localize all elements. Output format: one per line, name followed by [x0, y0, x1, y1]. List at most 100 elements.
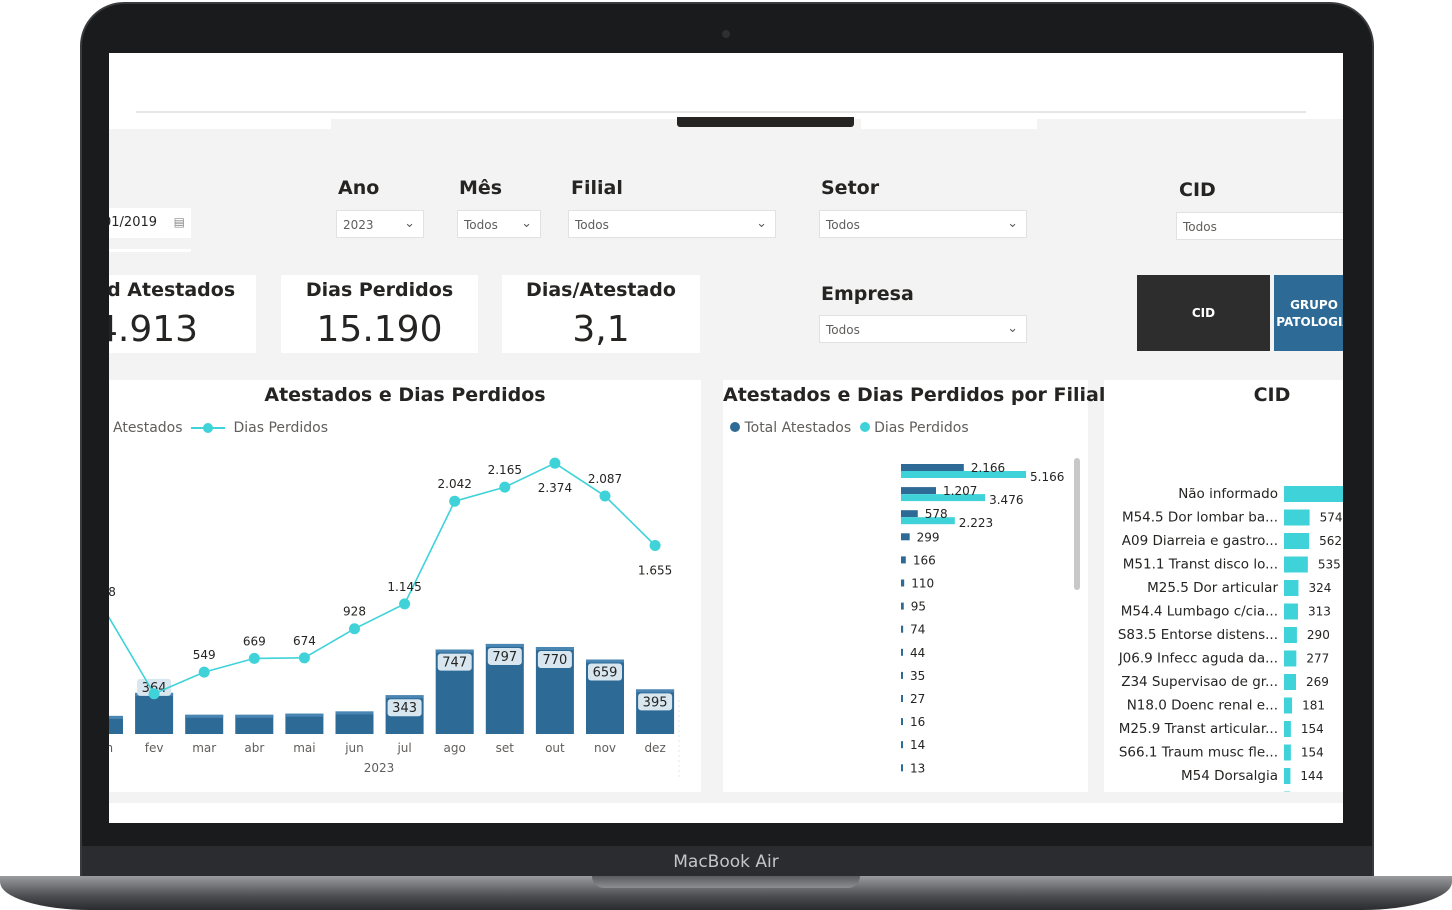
- kpi-title: Qtd Atestados: [109, 279, 236, 301]
- legend-atestados: Atestados: [113, 420, 183, 436]
- kpi-value: 3,1: [572, 309, 630, 350]
- ano-value: 2023: [343, 218, 374, 232]
- footer-strip: [109, 803, 1343, 823]
- empresa-dropdown[interactable]: Todos ⌄: [819, 315, 1027, 343]
- cid-category-label: A09 Diarreia e gastro...: [1122, 533, 1278, 549]
- cid-category-label: M25.5 Dor articular: [1147, 580, 1278, 596]
- cid-value: Todos: [1183, 220, 1217, 234]
- data-label-dias: 5.166: [1030, 470, 1064, 484]
- x-tick-label: fev: [145, 741, 164, 755]
- date-value: 01/2019: [109, 215, 158, 230]
- cid-bar: [1284, 486, 1343, 502]
- line-point: [248, 652, 260, 664]
- line-data-label: 674: [293, 634, 316, 648]
- data-label: 343: [392, 701, 417, 716]
- cid-category-label: M51.1 Transt disco lo...: [1123, 557, 1278, 573]
- cid-bar: [1284, 768, 1291, 784]
- bar-total-atestados: [901, 533, 910, 541]
- cid-value-label: 144: [1300, 769, 1323, 783]
- bar-total-atestados: [901, 510, 918, 518]
- data-label-bg: [437, 653, 472, 671]
- bar-total-atestados: [901, 648, 903, 656]
- bar-atestados: [185, 714, 224, 734]
- cid-bar: [1284, 603, 1298, 620]
- cid-value-label: 277: [1306, 652, 1329, 666]
- x-tick-label: nov: [594, 741, 616, 755]
- line-point: [549, 457, 561, 469]
- bar-top-edge: [485, 643, 524, 647]
- cid-value-label: 290: [1307, 628, 1330, 642]
- cid-value-label: 535: [1318, 558, 1341, 572]
- line-point: [349, 623, 360, 635]
- bar-total-atestados: [901, 625, 904, 633]
- cid-bar: [1284, 580, 1299, 596]
- monthly-chart-svg: jan364fevmarabrmaijun343jul747ago797set7…: [109, 457, 680, 780]
- scrollbar-thumb[interactable]: [1074, 458, 1080, 590]
- filial-chart-svg: 5.166 2.166 3.476 1.207 2.223 578 299 166 110 95 7…: [901, 461, 1064, 775]
- cid-category-label: M54.4 Lumbago c/cia...: [1121, 604, 1278, 620]
- cid-value-label: 181: [1302, 699, 1325, 713]
- page-tab-active[interactable]: [677, 117, 854, 127]
- grupo-line-1: GRUPO: [1290, 298, 1338, 312]
- x-tick-label: jun: [344, 741, 364, 755]
- bar-dias-perdidos: [901, 517, 955, 525]
- legend-total-atestados: Total Atestados: [744, 420, 852, 436]
- page-tab-1[interactable]: [109, 119, 331, 129]
- x-tick-label: mar: [192, 741, 216, 755]
- chart-title: Atestados e Dias Perdidos por Filial: [723, 384, 1106, 406]
- calendar-icon[interactable]: ▤: [173, 215, 185, 229]
- cid-dropdown[interactable]: Todos: [1176, 212, 1343, 240]
- page-tab-3[interactable]: [861, 119, 1037, 129]
- header-divider: [136, 111, 1306, 113]
- line-data-label: 8: [109, 585, 116, 599]
- data-label-atestados: 2.166: [971, 461, 1005, 475]
- laptop-chin: [82, 846, 1372, 880]
- line-data-label: 2.042: [438, 477, 472, 491]
- bar-total-atestados: [901, 579, 905, 587]
- date-slicer[interactable]: 01/2019 ▤: [109, 208, 191, 238]
- bar-top-edge: [586, 659, 624, 663]
- bar-atestados: [335, 711, 374, 734]
- cid-bar: [1284, 509, 1310, 526]
- line-data-label: 928: [343, 605, 366, 619]
- legend-dias-perdidos: Dias Perdidos: [233, 420, 329, 436]
- filial-chart-panel: Atestados e Dias Perdidos por Filial Tot…: [723, 380, 1106, 792]
- bar-top-edge: [235, 714, 274, 718]
- data-label-atestados: 44: [910, 646, 925, 660]
- kpi-value: 15.190: [316, 309, 443, 350]
- cid-category-label: M54 Dorsalgia: [1181, 768, 1278, 784]
- cid-category-label: N18.0 Doenc renal e...: [1127, 698, 1278, 714]
- bar-total-atestados: [901, 764, 903, 772]
- data-label-atestados: 578: [925, 507, 948, 521]
- cid-bar: [1284, 533, 1310, 549]
- cid-category-label: S83.5 Entorse distens...: [1118, 627, 1278, 643]
- kpi-value: 4.913: [109, 309, 199, 350]
- filial-dropdown[interactable]: Todos ⌄: [568, 210, 776, 238]
- cid-category-label: Não informado: [1178, 486, 1278, 502]
- line-point: [399, 598, 411, 610]
- line-point: [298, 652, 310, 664]
- x-tick-label: out: [545, 741, 565, 755]
- chart-title: Atestados e Dias Perdidos: [264, 384, 546, 406]
- setor-dropdown[interactable]: Todos ⌄: [819, 210, 1027, 238]
- bar-dias-perdidos: [901, 494, 986, 502]
- laptop-brand-label: MacBook Air: [673, 852, 779, 872]
- line-point: [198, 666, 210, 678]
- legend-dias-perdidos: Dias Perdidos: [874, 420, 969, 436]
- cid-bar: [1284, 697, 1293, 714]
- cid-bar: [1284, 556, 1308, 573]
- x-tick-label: abr: [244, 741, 264, 755]
- cid-value-label: 154: [1301, 722, 1324, 736]
- cid-category-label: S66.1 Traum musc fle...: [1119, 745, 1278, 761]
- mes-dropdown[interactable]: Todos ⌄: [457, 210, 541, 238]
- kpi-card-atestados: Qtd Atestados 4.913: [109, 275, 256, 353]
- bar-atestados: [135, 692, 174, 734]
- legend-dot-light: [859, 422, 870, 432]
- data-label: 770: [542, 653, 567, 668]
- cid-category-label: Z34 Supervisao de gr...: [1121, 674, 1278, 690]
- ano-dropdown[interactable]: 2023 ⌄: [336, 210, 424, 238]
- bar-total-atestados: [901, 671, 903, 679]
- cid-button[interactable]: CID: [1137, 275, 1270, 351]
- bar-top-edge: [435, 649, 474, 653]
